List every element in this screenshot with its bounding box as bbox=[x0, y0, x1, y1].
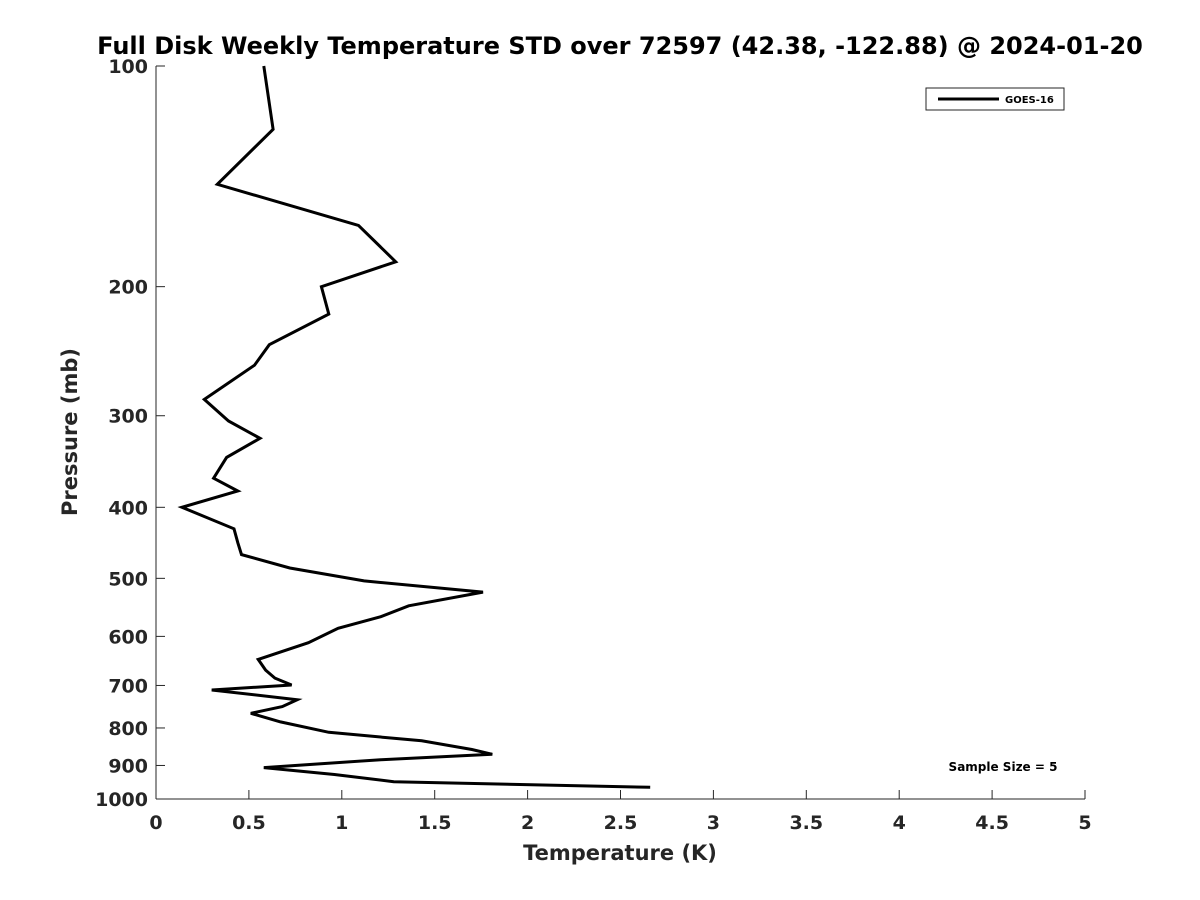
y-tick-label: 700 bbox=[108, 675, 148, 697]
series-layer bbox=[177, 65, 651, 789]
y-tick-label: 500 bbox=[108, 568, 148, 590]
y-tick-label: 600 bbox=[108, 626, 148, 648]
x-tick-label: 0 bbox=[149, 812, 162, 834]
x-ticks: 0 0.5 1 1.5 2 2.5 3 3.5 4 4.5 5 bbox=[149, 790, 1092, 834]
y-ticks: 100 200 300 400 500 600 700 800 900 1000 bbox=[95, 56, 165, 811]
x-tick-label: 1 bbox=[335, 812, 348, 834]
y-tick-label: 900 bbox=[108, 755, 148, 777]
chart-title: Full Disk Weekly Temperature STD over 72… bbox=[97, 32, 1143, 60]
x-axis-label: Temperature (K) bbox=[523, 841, 717, 865]
legend-label-goes-16: GOES-16 bbox=[1005, 95, 1054, 106]
y-tick-label: 300 bbox=[108, 406, 148, 428]
y-tick-label: 800 bbox=[108, 718, 148, 740]
x-tick-label: 2 bbox=[521, 812, 534, 834]
y-axis-label: Pressure (mb) bbox=[58, 348, 82, 516]
plot-axes bbox=[155, 66, 1085, 800]
x-tick-label: 1.5 bbox=[418, 812, 452, 834]
y-tick-label: 1000 bbox=[95, 789, 148, 811]
y-tick-label: 400 bbox=[108, 497, 148, 519]
x-tick-label: 4 bbox=[893, 812, 906, 834]
x-tick-label: 3.5 bbox=[789, 812, 823, 834]
series-line-goes-16 bbox=[177, 65, 651, 789]
legend: GOES-16 bbox=[925, 87, 1065, 111]
x-tick-label: 0.5 bbox=[232, 812, 266, 834]
x-tick-label: 5 bbox=[1078, 812, 1091, 834]
y-tick-label: 100 bbox=[108, 56, 148, 78]
x-tick-label: 4.5 bbox=[975, 812, 1009, 834]
y-tick-label: 200 bbox=[108, 277, 148, 299]
sample-size-annotation: Sample Size = 5 bbox=[949, 760, 1058, 774]
x-tick-label: 3 bbox=[707, 812, 720, 834]
x-tick-label: 2.5 bbox=[604, 812, 638, 834]
